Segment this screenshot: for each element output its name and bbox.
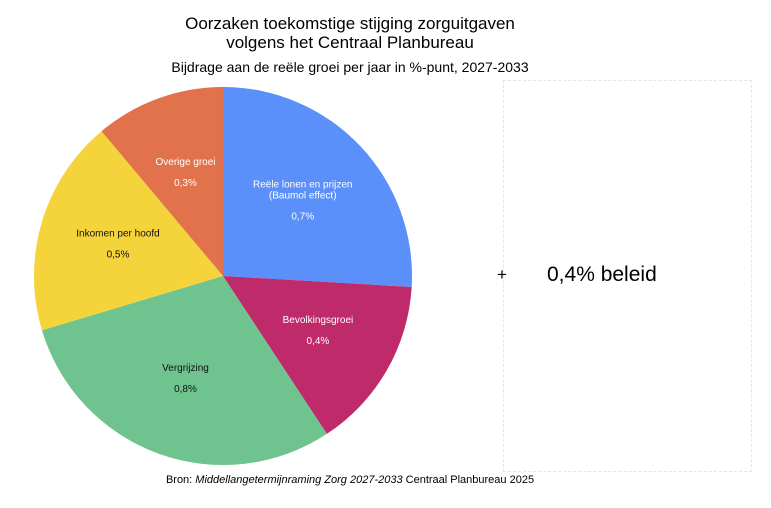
pie-slice-3: [34, 131, 224, 331]
pie-slices: [34, 87, 412, 465]
plus-sign: +: [497, 265, 507, 284]
slice-value-1: 0,4%: [307, 336, 330, 347]
slice-value-4: 0,3%: [174, 178, 197, 189]
pie-slice-0: [223, 87, 412, 287]
slice-label-3-line-0: Inkomen per hoofd: [76, 229, 159, 240]
pie-labels: Reële lonen en prijzen(Baumol effect) 0,7…: [76, 157, 353, 395]
chart-subtitle: Bijdrage aan de reële groei per jaar in …: [171, 59, 529, 75]
slice-label-0-line-0: Reële lonen en prijzen: [253, 179, 353, 190]
chart-title-line-2: volgens het Centraal Planbureau: [226, 33, 474, 52]
pie-slice-2: [41, 276, 327, 465]
source-note: Bron: Middellangetermijnraming Zorg 2027…: [0, 474, 700, 486]
slice-label-4-line-0: Overige groei: [155, 157, 215, 168]
source-suffix: Centraal Planbureau 2025: [402, 474, 535, 486]
policy-annotation-box: [503, 80, 752, 472]
slice-label-0-line-1: (Baumol effect): [269, 190, 337, 201]
pie-slice-4: [101, 87, 223, 276]
chart-title-line-1: Oorzaken toekomstige stijging zorguitgav…: [185, 14, 515, 33]
slice-value-2: 0,8%: [174, 384, 197, 395]
policy-contribution-label: 0,4% beleid: [547, 263, 657, 286]
source-publication: Middellangetermijnraming Zorg 2027-2033: [195, 474, 403, 486]
slice-value-3: 0,5%: [107, 250, 130, 261]
slice-value-0: 0,7%: [291, 211, 314, 222]
source-prefix: Bron:: [165, 474, 196, 486]
slice-label-1-line-0: Bevolkingsgroei: [283, 315, 354, 326]
slice-label-2-line-0: Vergrijzing: [162, 363, 209, 374]
pie-slice-1: [223, 276, 412, 434]
